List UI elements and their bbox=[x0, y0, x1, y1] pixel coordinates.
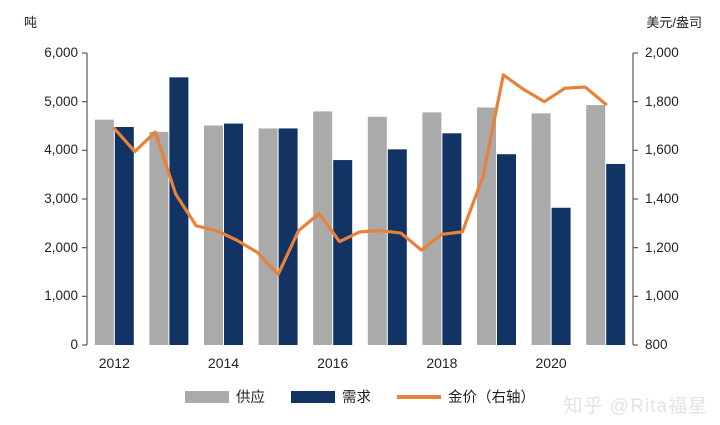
demand-bar bbox=[387, 149, 407, 345]
demand-bar bbox=[551, 207, 571, 345]
right-tick-label: 1,400 bbox=[645, 191, 679, 206]
supply-bar bbox=[313, 111, 333, 346]
chart-legend: 供应 需求 金价（右轴） bbox=[0, 386, 720, 407]
supply-bar bbox=[531, 113, 551, 345]
demand-bar bbox=[497, 154, 516, 345]
legend-item-label: 金价（右轴） bbox=[448, 390, 535, 406]
left-tick-label: 1,000 bbox=[44, 288, 78, 304]
legend-bar-swatch-icon bbox=[185, 390, 229, 403]
supply-bar bbox=[477, 107, 496, 345]
right-tick-label: 1,800 bbox=[645, 93, 679, 109]
legend-line-swatch-icon bbox=[397, 394, 441, 399]
legend-item[interactable]: 供应 bbox=[185, 386, 265, 407]
left-tick-label: 5,000 bbox=[44, 93, 78, 109]
right-tick-label: 1,600 bbox=[645, 142, 679, 158]
legend-item[interactable]: 金价（右轴） bbox=[397, 386, 535, 407]
demand-bar bbox=[333, 160, 353, 345]
left-tick-label: 6,000 bbox=[44, 45, 78, 60]
x-tick-label: 2016 bbox=[317, 355, 349, 371]
right-tick-label: 2,000 bbox=[645, 45, 679, 60]
x-tick-label: 2018 bbox=[426, 355, 458, 371]
legend-item[interactable]: 需求 bbox=[291, 386, 371, 407]
demand-bar bbox=[278, 128, 298, 345]
supply-bar bbox=[258, 128, 278, 345]
supply-bar bbox=[204, 125, 223, 345]
left-tick-label: 4,000 bbox=[44, 142, 78, 158]
right-tick-label: 1,000 bbox=[645, 288, 679, 304]
demand-bar bbox=[224, 123, 243, 345]
bar-series-group bbox=[94, 77, 626, 346]
supply-bar bbox=[422, 112, 442, 345]
x-tick-label: 2020 bbox=[535, 355, 567, 371]
x-tick-label: 2012 bbox=[98, 355, 130, 371]
demand-bar bbox=[442, 133, 462, 345]
left-tick-label: 3,000 bbox=[44, 191, 78, 206]
left-tick-label: 2,000 bbox=[44, 239, 78, 255]
right-axis-unit-label: 美元/盎司 bbox=[646, 15, 702, 30]
legend-item-label: 供应 bbox=[236, 390, 265, 406]
supply-bar bbox=[94, 119, 114, 345]
right-tick-label: 800 bbox=[645, 337, 668, 352]
demand-bar bbox=[169, 77, 189, 345]
left-axis-unit-label: 吨 bbox=[24, 15, 38, 30]
supply-bar bbox=[149, 131, 169, 345]
left-axis-spine bbox=[82, 52, 88, 346]
right-axis-spine bbox=[632, 52, 638, 346]
right-tick-label: 1,200 bbox=[645, 239, 679, 255]
gold-price-line bbox=[112, 73, 608, 277]
left-tick-label: 0 bbox=[70, 337, 78, 352]
demand-bar bbox=[114, 126, 134, 346]
watermark: 知乎 @Rita福星 bbox=[563, 396, 708, 417]
legend-bar-swatch-icon bbox=[291, 390, 335, 403]
demand-bar bbox=[606, 163, 626, 345]
x-tick-label: 2014 bbox=[207, 355, 240, 371]
supply-bar bbox=[586, 105, 606, 345]
legend-item-label: 需求 bbox=[342, 390, 371, 406]
